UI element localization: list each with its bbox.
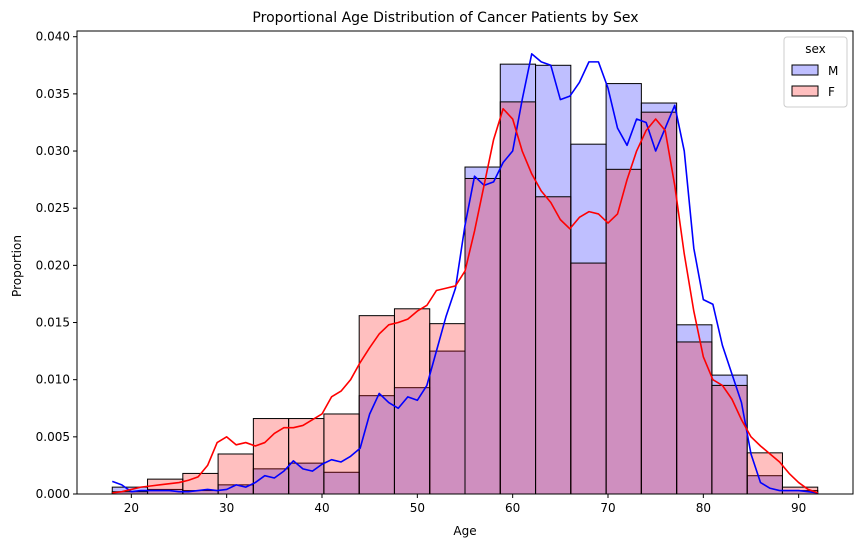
y-axis-label: Proportion: [10, 235, 24, 297]
y-tick-label-3: 0.015: [36, 316, 70, 330]
legend-swatch-F: [791, 85, 819, 97]
y-axis: 0.000 0.005 0.010 0.015 0.020 0.025 0.030 0.035…: [36, 30, 77, 501]
bars-F: [111, 101, 819, 495]
bar-F-8: [393, 308, 431, 495]
x-tick-label-90: 90: [791, 501, 806, 515]
y-tick-label-7: 0.035: [36, 87, 70, 101]
bar-F-12: [535, 196, 572, 495]
legend-label-F: F: [828, 85, 835, 99]
bar-M-13: [570, 143, 607, 495]
axes-frame: [76, 30, 854, 495]
x-tick-label-50: 50: [410, 501, 425, 515]
y-tick-label-4: 0.020: [36, 258, 70, 272]
bar-F-15: [640, 111, 678, 495]
bar-F-5: [288, 418, 325, 495]
x-axis-label: Age: [453, 524, 476, 538]
bar-M-5: [288, 462, 325, 495]
y-tick-label-0: 0.000: [36, 487, 70, 501]
y-tick-label-1: 0.005: [36, 430, 70, 444]
bar-F-10: [464, 177, 501, 495]
bar-F-7: [358, 315, 395, 495]
x-tick-label-30: 30: [219, 501, 234, 515]
y-tick-label-5: 0.025: [36, 201, 70, 215]
bar-M-12: [535, 64, 572, 495]
bar-M-16: [676, 324, 713, 495]
bar-F-14: [605, 168, 642, 495]
x-tick-label-70: 70: [600, 501, 615, 515]
y-tick-label-8: 0.040: [36, 30, 70, 44]
bar-F-3: [217, 453, 254, 495]
x-tick-label-80: 80: [696, 501, 711, 515]
y-tick-label-6: 0.030: [36, 144, 70, 158]
chart-title: Proportional Age Distribution of Cancer …: [252, 10, 638, 26]
legend-box: [783, 36, 848, 108]
kde-line-M: [111, 53, 818, 494]
bar-F-4: [252, 418, 290, 495]
bar-F-9: [429, 323, 466, 495]
legend-title: sex: [805, 42, 826, 56]
bar-F-13: [570, 262, 607, 495]
plot-area: 20 30 40 50 60 70 80 90 0.000 0.005 0.010 0.015 0.02…: [36, 30, 854, 515]
x-tick-label-40: 40: [314, 501, 329, 515]
kde-line-F: [112, 107, 819, 494]
y-tick-label-2: 0.010: [36, 373, 70, 387]
x-tick-label-60: 60: [505, 501, 520, 515]
x-axis: 20 30 40 50 60 70 80 90: [124, 494, 806, 515]
legend-swatch-M: [791, 64, 819, 76]
legend-label-M: M: [828, 64, 838, 78]
x-tick-label-20: 20: [124, 501, 139, 515]
